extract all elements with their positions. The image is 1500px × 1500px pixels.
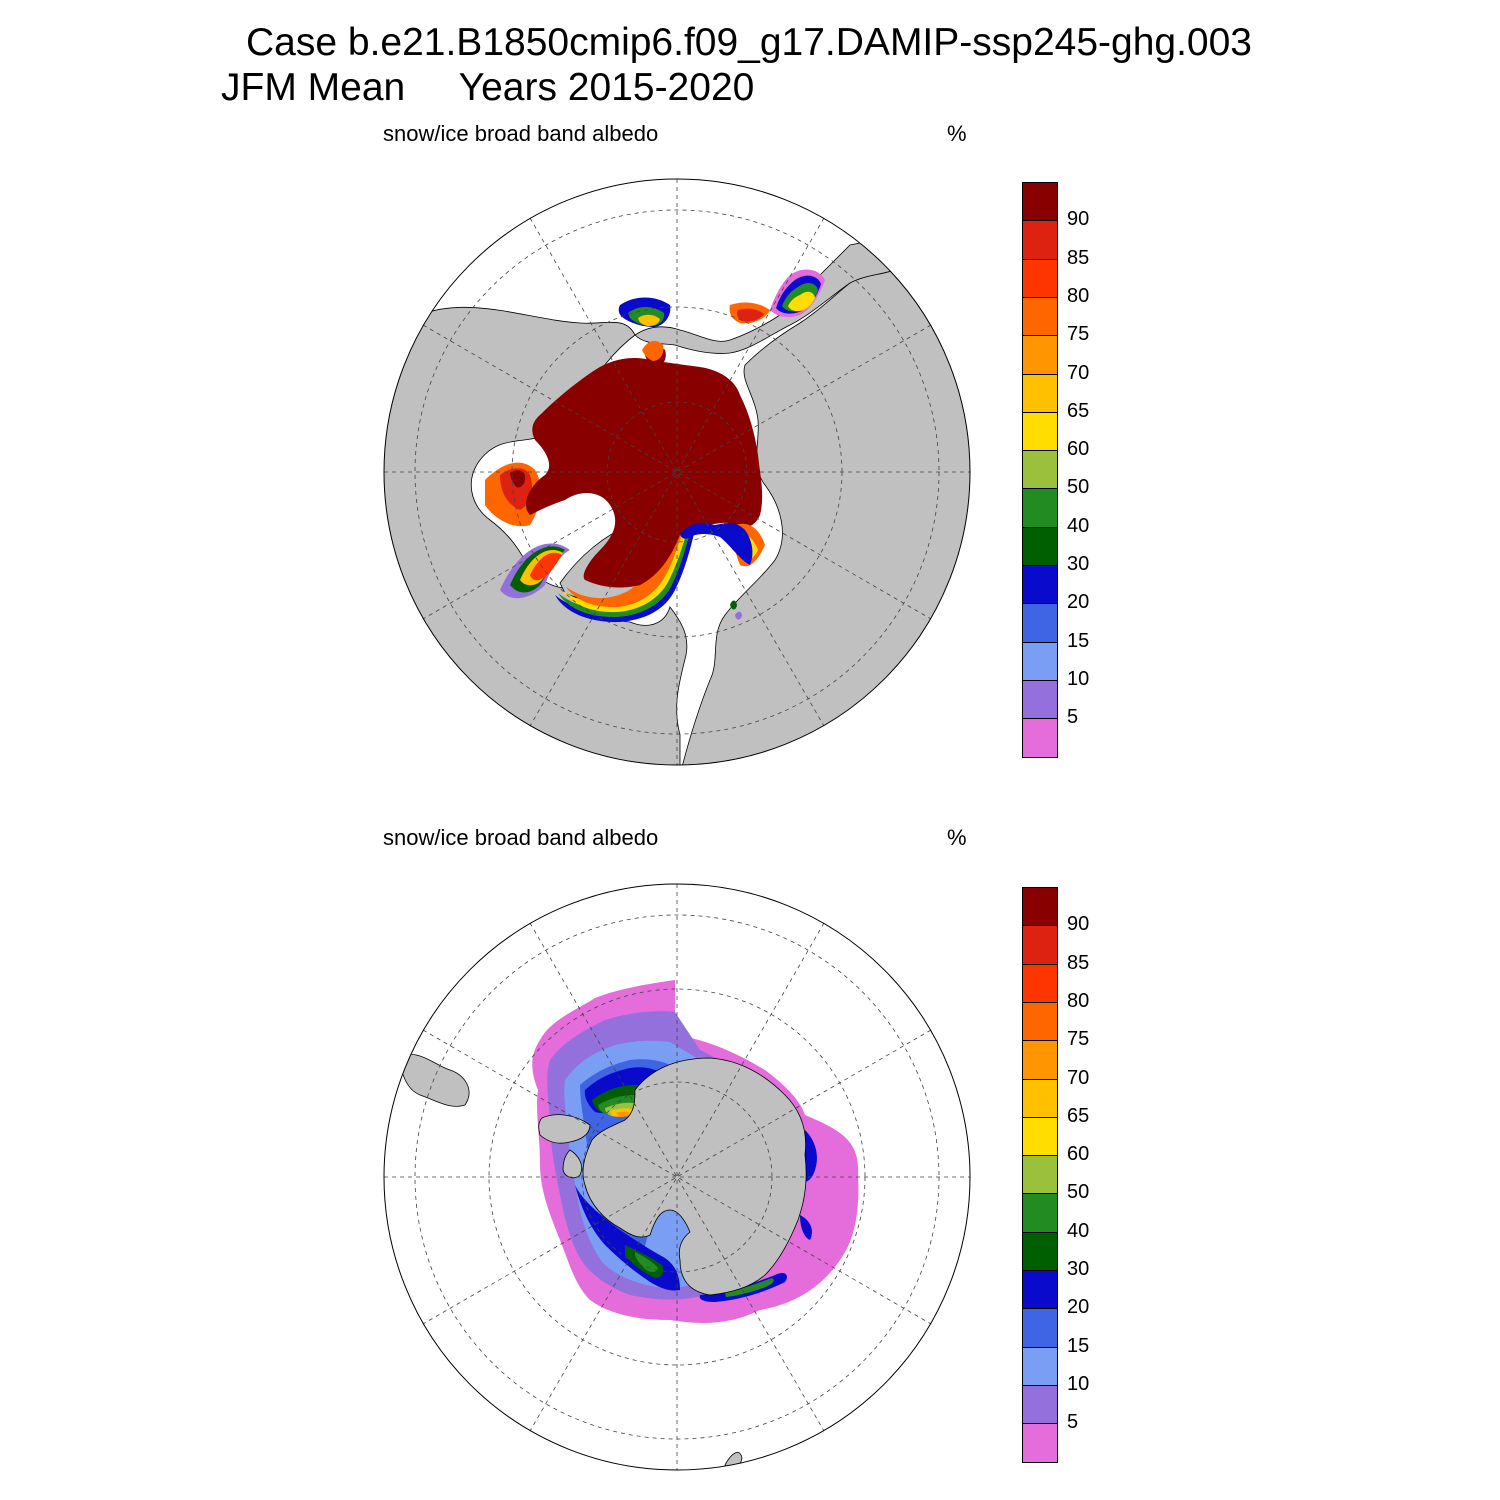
- figure-title-case: Case b.e21.B1850cmip6.f09_g17.DAMIP-ssp2…: [246, 21, 1252, 64]
- north-colorbar-swatch: [1022, 335, 1058, 375]
- north-colorbar-swatch: [1022, 565, 1058, 605]
- south-colorbar-tick-label: 65: [1067, 1104, 1090, 1127]
- north-colorbar-tick-label: 60: [1067, 438, 1090, 461]
- south-colorbar-swatch: [1022, 1231, 1058, 1271]
- south-colorbar-swatch: [1022, 963, 1058, 1003]
- north-colorbar-tick-label: 10: [1067, 667, 1090, 690]
- north-colorbar-tick-label: 20: [1067, 591, 1090, 614]
- north-colorbar-swatch: [1022, 373, 1058, 413]
- south-colorbar-swatch: [1022, 1116, 1058, 1157]
- figure-title-period: JFM Mean Years 2015-2020: [221, 66, 755, 109]
- north-colorbar-tick-label: 30: [1067, 553, 1090, 575]
- south-colorbar-tick-label: 10: [1067, 1372, 1090, 1395]
- north-colorbar-swatch: [1022, 450, 1058, 490]
- south-colorbar-swatch: [1022, 1384, 1058, 1425]
- north-colorbar: [1022, 182, 1058, 759]
- south-colorbar-swatch: [1022, 1155, 1058, 1195]
- north-variable-label: snow/ice broad band albedo: [383, 121, 659, 146]
- south-colorbar-tick-label: 80: [1067, 989, 1090, 1012]
- south-colorbar-swatch: [1022, 1001, 1058, 1042]
- north-colorbar-swatch: [1022, 411, 1058, 452]
- south-colorbar-swatch: [1022, 925, 1058, 965]
- north-colorbar-tick-label: 70: [1067, 361, 1090, 384]
- south-colorbar-tick-label: 50: [1067, 1181, 1090, 1204]
- north-colorbar-tick-label: 80: [1067, 284, 1090, 307]
- north-colorbar-tick-label: 40: [1067, 514, 1090, 537]
- south-colorbar-tick-label: 5: [1067, 1411, 1079, 1434]
- north-polar-map: [383, 178, 971, 766]
- south-colorbar-swatch: [1022, 1308, 1058, 1348]
- north-colorbar-tick-label: 90: [1067, 208, 1090, 231]
- south-colorbar-tick-label: 75: [1067, 1028, 1090, 1051]
- south-colorbar-tick-label: 60: [1067, 1143, 1090, 1166]
- north-colorbar-swatch: [1022, 182, 1058, 222]
- south-colorbar: [1022, 887, 1058, 1464]
- north-colorbar-tick-label: 15: [1067, 629, 1090, 652]
- north-colorbar-tick-label: 65: [1067, 399, 1090, 422]
- north-colorbar-tick-label: 75: [1067, 323, 1090, 346]
- south-colorbar-swatch: [1022, 1193, 1058, 1233]
- south-colorbar-swatch: [1022, 1078, 1058, 1118]
- south-graticule: [384, 884, 970, 1470]
- south-colorbar-tick-label: 85: [1067, 951, 1090, 974]
- north-colorbar-tick-label: 85: [1067, 246, 1090, 269]
- south-variable-label: snow/ice broad band albedo: [383, 825, 659, 850]
- north-colorbar-swatch: [1022, 220, 1058, 260]
- south-map-border: [383, 883, 971, 1471]
- south-colorbar-tick-label: 40: [1067, 1219, 1090, 1242]
- south-colorbar-swatch: [1022, 1270, 1058, 1310]
- north-colorbar-swatch: [1022, 488, 1058, 528]
- south-colorbar-swatch: [1022, 1346, 1058, 1386]
- north-colorbar-swatch: [1022, 296, 1058, 337]
- south-colorbar-swatch: [1022, 887, 1058, 927]
- south-colorbar-tick-label: 15: [1067, 1334, 1090, 1357]
- south-colorbar-tick-label: 90: [1067, 913, 1090, 936]
- south-colorbar-tick-label: 30: [1067, 1258, 1090, 1280]
- south-colorbar-tick-label: 20: [1067, 1296, 1090, 1319]
- north-colorbar-swatch: [1022, 641, 1058, 681]
- north-colorbar-swatch: [1022, 526, 1058, 566]
- south-units-label: %: [947, 825, 967, 850]
- north-map-border: [383, 178, 971, 766]
- north-colorbar-swatch: [1022, 679, 1058, 720]
- north-sea-ice: [485, 269, 825, 623]
- south-polar-map: [383, 883, 971, 1471]
- south-colorbar-swatch: [1022, 1040, 1058, 1080]
- north-colorbar-tick-label: 50: [1067, 476, 1090, 499]
- north-colorbar-tick-label: 5: [1067, 706, 1079, 729]
- north-colorbar-swatch: [1022, 718, 1058, 759]
- north-graticule: [384, 179, 970, 765]
- north-colorbar-swatch: [1022, 603, 1058, 643]
- north-colorbar-swatch: [1022, 258, 1058, 298]
- south-colorbar-swatch: [1022, 1423, 1058, 1464]
- south-colorbar-tick-label: 70: [1067, 1066, 1090, 1089]
- north-units-label: %: [947, 121, 967, 146]
